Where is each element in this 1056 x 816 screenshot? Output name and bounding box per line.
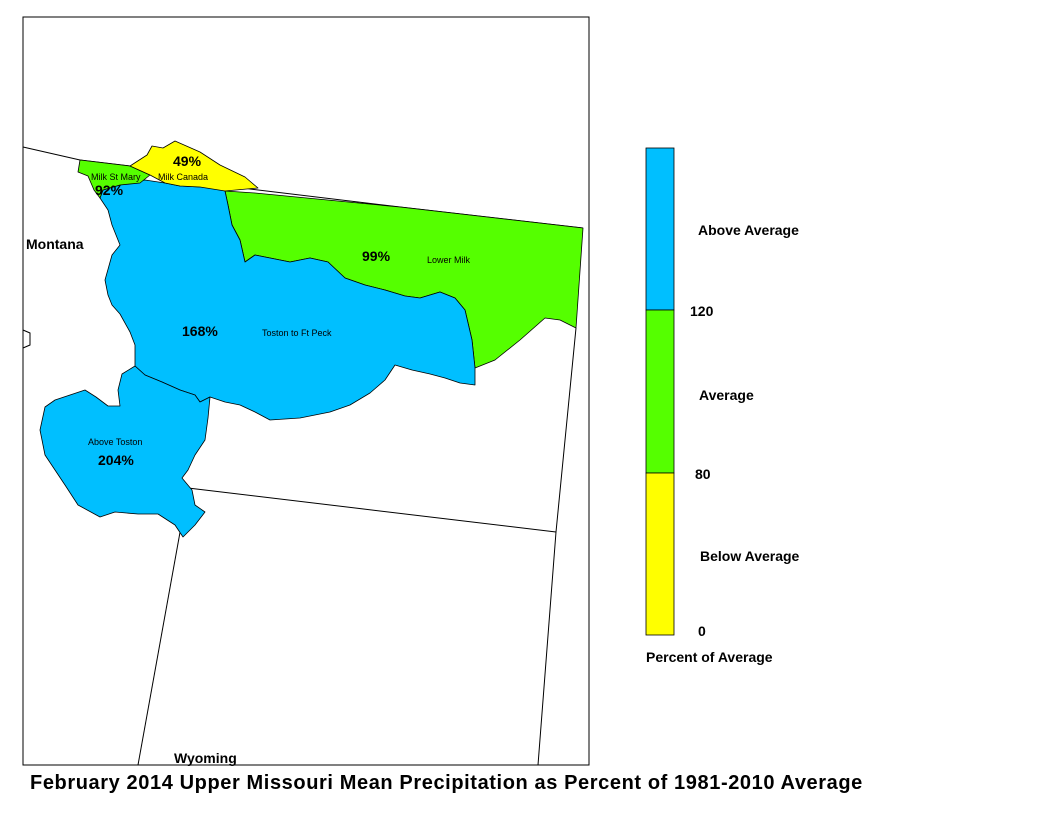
basin-milk-canada [129,140,259,192]
legend: Above Average 120 Average 80 Below Avera… [645,147,800,665]
percent-above-toston: 204% [98,452,134,468]
basin-toston-to-ft-peck [99,179,476,421]
percent-lower-milk: 99% [362,248,391,264]
basin-label-milk-st-mary: Milk St Mary [91,172,141,182]
idaho-border-fragment [22,329,31,349]
basin-label-toston-to-ft-peck: Toston to Ft Peck [262,328,332,338]
basin-label-milk-canada: Milk Canada [158,172,208,182]
legend-label-below: Below Average [700,548,800,564]
wyoming-west-border [137,487,189,766]
legend-title: Percent of Average [646,649,773,665]
legend-tick-0: 0 [698,623,706,639]
basin-above-toston [39,365,211,538]
basins [39,140,584,538]
legend-swatch-average [645,309,675,474]
legend-swatch-above [645,147,675,311]
basin-label-above-toston: Above Toston [88,437,142,447]
percent-milk-st-mary: 92% [95,182,124,198]
percent-milk-canada: 49% [173,153,202,169]
legend-label-average: Average [699,387,754,403]
legend-tick-80: 80 [695,466,711,482]
state-label-montana: Montana [26,236,84,252]
state-label-wyoming: Wyoming [174,750,237,766]
montana-wyoming-border [187,487,557,533]
legend-label-above: Above Average [698,222,799,238]
legend-swatch-below [645,472,675,636]
map-title: February 2014 Upper Missouri Mean Precip… [30,772,863,794]
basin-label-lower-milk: Lower Milk [427,255,471,265]
legend-tick-120: 120 [690,303,714,319]
percent-toston-to-ft-peck: 168% [182,323,218,339]
